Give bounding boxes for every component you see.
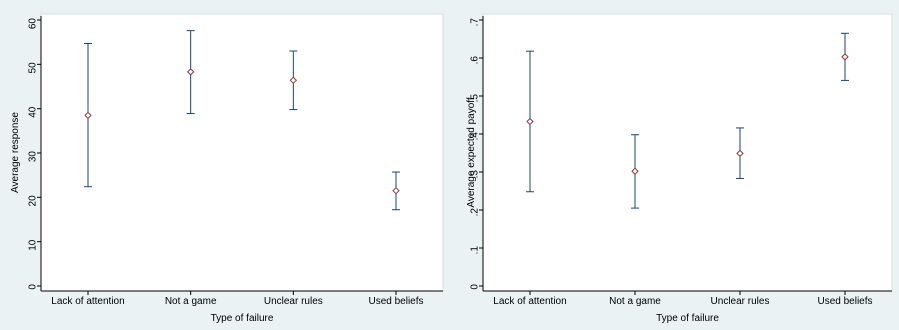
x-tick-label: Unclear rules bbox=[711, 296, 770, 307]
y-tick-label: 40 bbox=[28, 106, 39, 118]
x-tick-label: Used beliefs bbox=[368, 296, 423, 307]
y-tick-label: .7 bbox=[470, 18, 481, 27]
y-tick-label: 0 bbox=[28, 284, 39, 290]
x-tick-label: Lack of attention bbox=[493, 296, 566, 307]
y-axis-title: Average response bbox=[10, 112, 21, 193]
x-tick-label: Lack of attention bbox=[51, 296, 124, 307]
y-tick-label: 50 bbox=[28, 62, 39, 74]
y-tick-label: 20 bbox=[28, 195, 39, 207]
data-point bbox=[392, 186, 400, 195]
y-tick-label: 10 bbox=[28, 239, 39, 251]
response-chart-panel: 0 10 20 30 40 50 60 Lack of attention Not a game… bbox=[10, 13, 444, 324]
y-tick-label: .1 bbox=[470, 246, 481, 255]
y-tick-label: 0 bbox=[470, 284, 481, 290]
y-tick-label: .6 bbox=[470, 56, 481, 65]
payoff-chart-panel: 0 .1 .2 .3 .4 .5 .6 .7 Lack of attention Not a ga… bbox=[466, 13, 893, 324]
data-point bbox=[841, 53, 849, 61]
y-tick-label: 60 bbox=[28, 18, 39, 30]
x-tick-label: Not a game bbox=[165, 296, 217, 307]
x-axis-title: Type of failure bbox=[656, 313, 719, 324]
y-axis-title: Average expected payoff bbox=[466, 97, 477, 207]
x-tick-label: Used beliefs bbox=[817, 296, 872, 307]
y-tick-label: .3 bbox=[470, 170, 481, 179]
x-tick-label: Not a game bbox=[609, 296, 661, 307]
data-point bbox=[84, 111, 92, 120]
data-point bbox=[631, 167, 639, 175]
y-tick-label: .5 bbox=[470, 94, 481, 103]
y-tick-label: .2 bbox=[470, 208, 481, 217]
x-tick-label: Unclear rules bbox=[264, 296, 323, 307]
data-point bbox=[526, 117, 534, 126]
plot-area bbox=[482, 13, 893, 292]
y-tick-label: 30 bbox=[28, 151, 39, 163]
data-point bbox=[186, 68, 195, 76]
plot-area bbox=[40, 13, 444, 292]
data-point bbox=[289, 76, 298, 85]
data-point bbox=[736, 149, 744, 158]
x-axis-title: Type of failure bbox=[211, 313, 274, 324]
y-tick-label: .4 bbox=[470, 132, 481, 141]
